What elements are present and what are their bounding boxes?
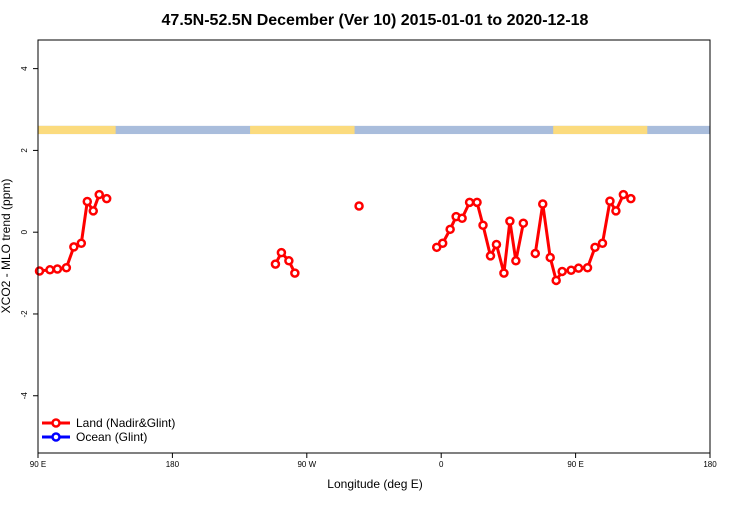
data-point <box>464 197 475 208</box>
data-point <box>618 189 629 200</box>
data-point <box>431 242 442 253</box>
data-point <box>537 199 548 209</box>
data-point <box>94 189 104 200</box>
x-tick-label: 90 E <box>567 460 583 469</box>
y-tick-label: 0 <box>20 229 29 234</box>
data-point <box>582 263 593 273</box>
data-point <box>485 251 496 261</box>
data-point <box>437 238 448 248</box>
x-axis-title: Longitude (deg E) <box>327 477 422 491</box>
data-point <box>472 197 482 208</box>
data-point <box>284 256 294 266</box>
data-point <box>34 266 45 276</box>
data-point <box>511 256 521 266</box>
data-point <box>566 265 576 275</box>
data-point <box>354 201 364 211</box>
data-point <box>605 196 615 206</box>
data-point <box>590 242 600 253</box>
data-point <box>573 263 584 273</box>
data-point <box>505 216 515 226</box>
legend-label: Land (Nadir&Glint) <box>76 416 175 430</box>
legend: Land (Nadir&Glint)Ocean (Glint) <box>42 416 175 444</box>
series-line <box>274 251 297 274</box>
data-point <box>82 196 93 207</box>
data-point <box>457 213 467 224</box>
data-point <box>499 268 509 278</box>
data-point <box>276 247 287 258</box>
strip-land <box>553 125 648 135</box>
y-tick-label: -4 <box>20 392 29 400</box>
data-point <box>76 238 87 248</box>
strip-land <box>38 125 116 135</box>
series-line <box>39 193 108 273</box>
y-tick-label: -2 <box>20 310 29 318</box>
plot-frame <box>37 39 711 454</box>
y-tick-label: 4 <box>20 66 29 71</box>
x-tick-label: 90 W <box>297 460 316 469</box>
data-point <box>530 248 541 259</box>
y-tick-label: 2 <box>20 148 29 153</box>
x-tick-label: 90 E <box>30 460 46 469</box>
x-tick-label: 180 <box>166 460 180 469</box>
data-point <box>69 242 79 252</box>
data-point <box>445 224 455 235</box>
x-tick-label: 180 <box>703 460 717 469</box>
data-point <box>61 263 72 273</box>
data-point <box>626 193 636 204</box>
y-axis-title: XCO2 - MLO trend (ppm) <box>0 179 13 314</box>
surface-type-strip <box>38 125 710 135</box>
data-point <box>551 275 561 286</box>
series-line <box>435 200 525 275</box>
data-point <box>88 206 99 216</box>
data-point <box>52 264 63 274</box>
data-point <box>611 206 621 216</box>
data-point <box>545 252 555 263</box>
data-point <box>270 259 281 269</box>
data-point <box>557 266 567 277</box>
legend-label: Ocean (Glint) <box>76 430 147 444</box>
data-point <box>491 239 502 250</box>
x-axis: 90 E 180 90 W 0 90 E 180 <box>30 453 717 469</box>
y-axis: -4 -2 0 2 4 <box>20 66 38 399</box>
plot-series <box>34 189 636 286</box>
data-point <box>101 193 112 204</box>
legend-marker <box>51 418 61 428</box>
data-point <box>597 238 608 248</box>
data-point <box>478 220 488 230</box>
chart-title: 47.5N-52.5N December (Ver 10) 2015-01-01… <box>162 12 589 29</box>
data-point <box>518 218 529 228</box>
x-tick-label: 0 <box>439 460 444 469</box>
strip-land <box>250 125 355 135</box>
data-point <box>290 268 300 278</box>
data-point <box>45 265 55 275</box>
strip-ocean <box>38 125 710 135</box>
legend-marker <box>51 432 61 442</box>
